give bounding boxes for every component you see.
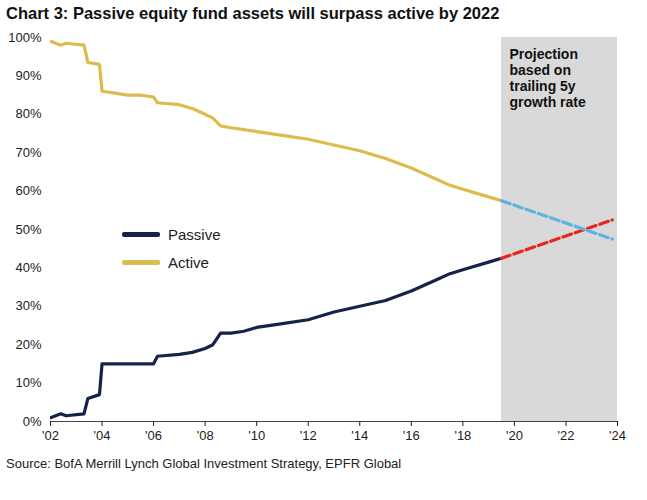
- svg-text:'14: '14: [351, 428, 368, 443]
- svg-text:50%: 50%: [15, 222, 41, 237]
- svg-text:90%: 90%: [15, 68, 41, 83]
- svg-text:'18: '18: [454, 428, 471, 443]
- html-text:Active: Active: [168, 253, 209, 271]
- svg-text:'04: '04: [94, 428, 111, 443]
- svg-text:'08: '08: [197, 428, 214, 443]
- svg-text:'22: '22: [557, 428, 574, 443]
- svg-text:'06: '06: [145, 428, 162, 443]
- svg-text:'02: '02: [42, 428, 59, 443]
- svg-text:60%: 60%: [15, 183, 41, 198]
- svg-text:20%: 20%: [15, 337, 41, 352]
- svg-text:30%: 30%: [15, 298, 41, 313]
- html-text:Chart 3: Passive equity fund a: Chart 3: Passive equity fund assets will…: [6, 4, 500, 22]
- svg-text:'16: '16: [403, 428, 420, 443]
- svg-text:Projectionbased ontrailing 5yg: Projectionbased ontrailing 5ygrowth rate: [510, 46, 586, 110]
- svg-text:10%: 10%: [15, 375, 41, 390]
- html-text:Passive: Passive: [168, 225, 221, 243]
- svg-text:'12: '12: [300, 428, 317, 443]
- svg-text:'20: '20: [506, 428, 523, 443]
- svg-text:0%: 0%: [23, 414, 42, 429]
- svg-text:'10: '10: [248, 428, 265, 443]
- svg-text:100%: 100%: [8, 30, 42, 45]
- svg-text:40%: 40%: [15, 260, 41, 275]
- html-text:Source: BofA Merrill Lynch Glo: Source: BofA Merrill Lynch Global Invest…: [6, 456, 402, 471]
- svg-text:80%: 80%: [15, 106, 41, 121]
- svg-text:'24: '24: [609, 428, 626, 443]
- svg-text:70%: 70%: [15, 145, 41, 160]
